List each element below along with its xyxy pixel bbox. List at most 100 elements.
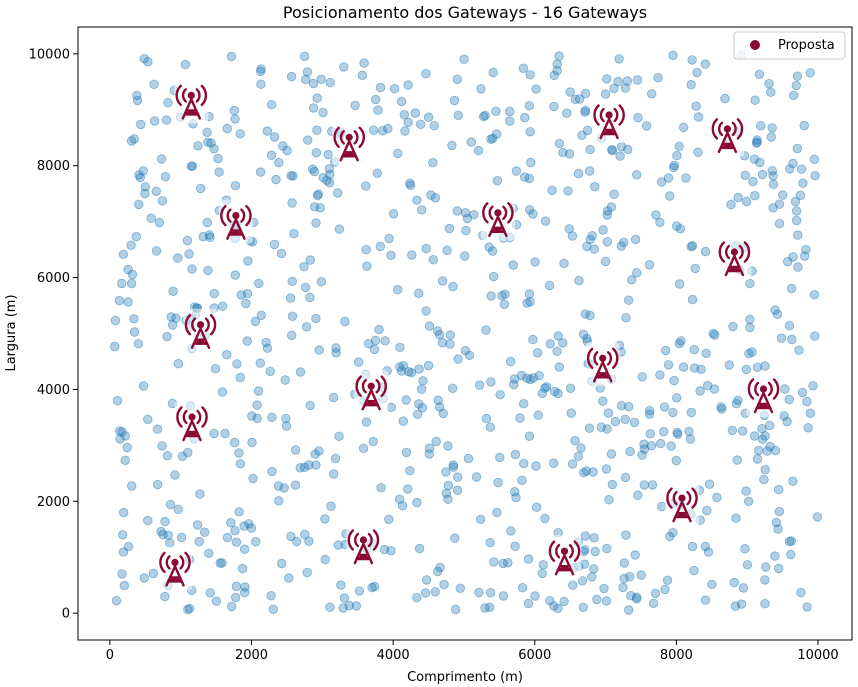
- device-point: [412, 497, 422, 508]
- x-axis-ticks: 0 2000 4000 6000 8000 10000: [106, 640, 839, 663]
- device-point: [757, 169, 768, 180]
- device-point: [766, 87, 776, 97]
- device-point: [733, 192, 743, 203]
- x-tick-label: 8000: [660, 648, 693, 663]
- device-point: [549, 101, 559, 112]
- device-point: [367, 582, 377, 593]
- device-point: [405, 180, 416, 191]
- device-point: [429, 120, 439, 131]
- device-point: [574, 94, 585, 104]
- device-point: [302, 567, 312, 578]
- device-point: [681, 173, 691, 183]
- device-point: [600, 256, 611, 267]
- device-point: [669, 375, 679, 386]
- x-tick-label: 0: [106, 648, 114, 663]
- gateway-tower-icon: [183, 308, 218, 353]
- device-point: [574, 275, 584, 286]
- device-point: [687, 541, 698, 552]
- chart-title: Posicionamento dos Gateways - 16 Gateway…: [283, 3, 647, 22]
- device-point: [182, 235, 193, 246]
- device-point: [563, 186, 573, 196]
- y-tick-label: 0: [62, 607, 70, 622]
- device-point: [785, 164, 795, 174]
- device-point: [752, 135, 762, 145]
- device-point: [624, 295, 634, 305]
- device-point: [511, 166, 522, 176]
- device-point: [163, 97, 173, 108]
- device-point: [235, 459, 246, 469]
- device-point: [433, 566, 443, 577]
- device-point: [146, 213, 156, 223]
- device-point: [139, 54, 149, 64]
- y-tick-label: 2000: [37, 495, 70, 510]
- device-point: [474, 587, 484, 598]
- device-point: [313, 189, 324, 199]
- device-point: [160, 171, 171, 182]
- device-point: [614, 54, 624, 64]
- device-point: [448, 281, 458, 292]
- y-tick-label: 8000: [37, 159, 70, 174]
- device-point: [420, 588, 431, 598]
- device-point: [443, 494, 453, 504]
- device-point: [383, 123, 393, 134]
- device-point: [553, 388, 563, 399]
- device-point: [433, 395, 443, 405]
- device-point: [209, 428, 219, 439]
- device-point: [247, 411, 257, 421]
- device-point: [803, 423, 813, 433]
- device-point: [495, 390, 505, 400]
- device-point: [808, 381, 818, 391]
- device-point: [533, 410, 544, 420]
- device-point: [424, 321, 435, 331]
- device-point: [795, 190, 806, 201]
- device-point: [570, 436, 580, 446]
- device-point: [119, 580, 130, 591]
- device-point: [350, 100, 360, 111]
- device-point: [242, 336, 253, 346]
- device-point: [266, 150, 277, 160]
- device-point: [290, 445, 301, 455]
- device-point: [290, 480, 301, 490]
- device-point: [395, 362, 405, 372]
- device-point: [810, 170, 820, 181]
- device-point: [701, 348, 711, 359]
- device-point: [549, 70, 559, 81]
- device-point: [537, 388, 548, 399]
- device-point: [287, 330, 297, 341]
- plot-area-frame: [77, 26, 853, 641]
- device-point: [549, 458, 559, 468]
- device-point: [532, 348, 543, 358]
- device-point: [295, 367, 306, 377]
- device-point: [302, 67, 313, 77]
- device-point: [162, 451, 173, 461]
- device-point: [659, 427, 669, 437]
- device-point: [324, 164, 335, 174]
- device-point: [123, 542, 134, 552]
- device-point: [637, 450, 647, 460]
- device-point: [234, 507, 244, 517]
- device-point: [752, 137, 762, 147]
- device-point: [165, 499, 176, 510]
- device-point: [602, 74, 612, 84]
- device-point: [354, 357, 364, 367]
- device-point: [619, 573, 629, 584]
- device-point: [607, 145, 618, 156]
- device-point: [752, 454, 763, 464]
- device-point: [261, 337, 271, 348]
- device-point: [110, 315, 121, 326]
- device-point: [414, 543, 425, 554]
- device-point: [474, 380, 485, 390]
- device-point: [553, 331, 563, 341]
- device-point: [281, 413, 291, 424]
- device-point: [604, 495, 614, 505]
- device-point: [545, 596, 555, 606]
- device-point: [544, 280, 555, 291]
- device-point: [205, 588, 215, 598]
- device-point: [729, 577, 740, 588]
- device-point: [316, 74, 326, 85]
- device-point: [138, 381, 149, 391]
- device-point: [787, 334, 797, 345]
- device-point: [134, 199, 144, 210]
- device-point: [624, 402, 634, 412]
- device-point: [256, 310, 267, 321]
